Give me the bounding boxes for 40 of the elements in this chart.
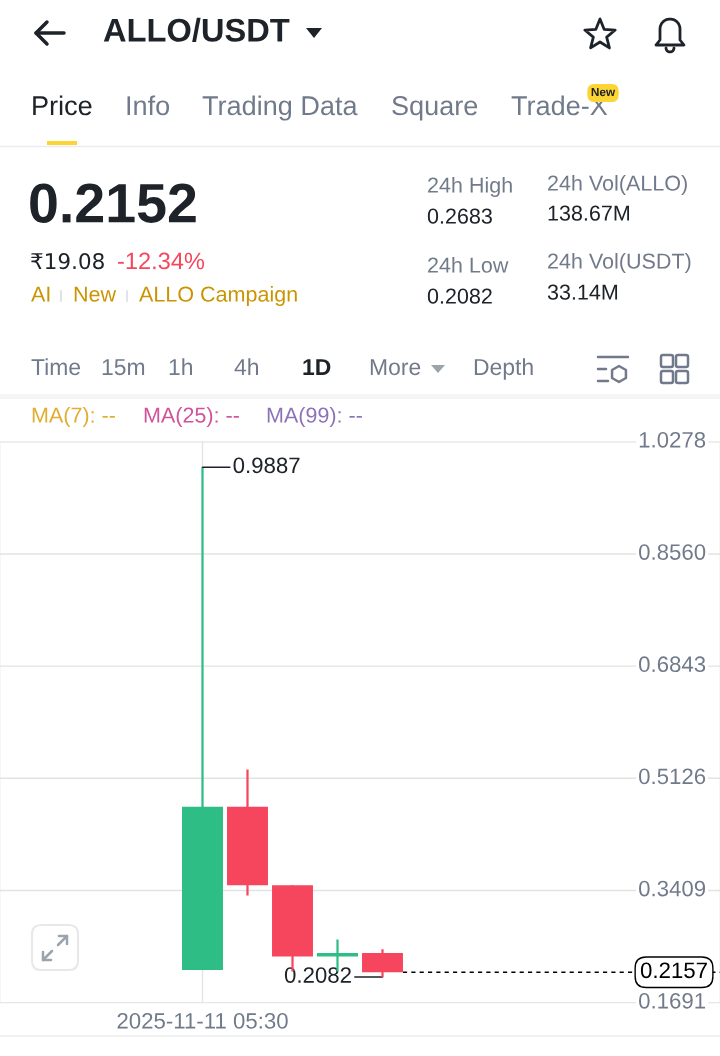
y-tick-label: 1.0278 (639, 431, 706, 448)
text: 24h Low (428, 256, 509, 273)
ref-line-label: 0.2157 (640, 962, 707, 979)
text: ALLO Campaign (139, 285, 297, 307)
y-tick-label: 0.6843 (639, 656, 706, 673)
text: ₹19.08 (31, 252, 104, 270)
text: Trading Data (202, 95, 358, 121)
text: AI (31, 286, 50, 302)
text: 0.2683 (427, 208, 492, 224)
text: 138.67M (548, 205, 630, 221)
text: MA(7): -- (32, 406, 115, 428)
text: New (591, 87, 616, 97)
text: New (74, 286, 117, 302)
text: 15m (102, 359, 145, 376)
y-tick-label: 0.8560 (639, 544, 706, 560)
text: 24h Vol(USDT) (548, 252, 691, 274)
text: MA(99): -- (267, 406, 362, 428)
text: 0.2152 (30, 183, 196, 223)
text: More (370, 359, 421, 376)
chart-title: ALLO/USDT (103, 17, 290, 43)
text: Time (31, 358, 81, 376)
text: Square (392, 96, 478, 121)
text: -12.34% (118, 252, 205, 270)
text: MA(25): -- (144, 406, 239, 428)
annotation: 0.9887 (233, 457, 300, 474)
text: 24h Vol(ALLO) (548, 174, 687, 196)
x-tick-label: 2025-11-11 05:30 (117, 1013, 288, 1029)
text: Info (127, 95, 170, 116)
text: 1h (169, 358, 192, 375)
y-tick-label: 0.3409 (639, 880, 706, 897)
text: 1D (303, 359, 331, 375)
y-tick-label: 0.1691 (639, 992, 706, 1009)
y-tick-label: 0.5126 (639, 768, 706, 785)
annotation: 0.2082 (284, 967, 351, 983)
text: Price (33, 95, 92, 116)
text: 24h High (428, 176, 512, 198)
text: Depth (474, 358, 533, 380)
text: 33.14M (547, 284, 618, 300)
text: 4h (234, 358, 258, 375)
text: 0.2082 (427, 288, 492, 304)
